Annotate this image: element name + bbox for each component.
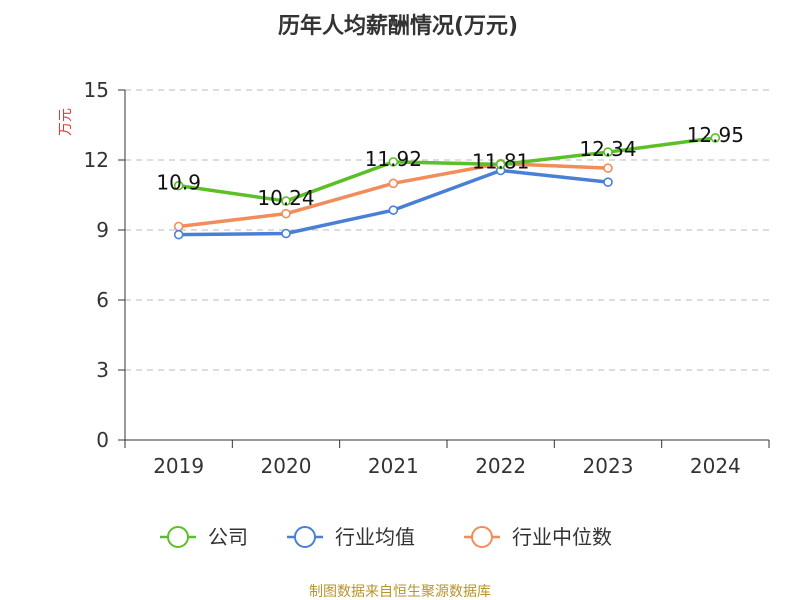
legend-marker — [471, 526, 493, 548]
y-tick-label: 3 — [96, 358, 109, 382]
chart-title: 历年人均薪酬情况(万元) — [278, 13, 518, 39]
y-tick-label: 12 — [84, 148, 109, 172]
x-tick-label: 2019 — [153, 454, 204, 478]
data-label: 11.81 — [472, 149, 529, 173]
legend-item[interactable]: 公司 — [160, 525, 248, 549]
x-tick-label: 2024 — [690, 454, 741, 478]
data-point — [281, 228, 291, 239]
data-point — [173, 221, 184, 232]
data-labels: 10.9 10.24 11.92 11.81 12.34 12.95 — [156, 123, 744, 210]
series-0 — [173, 133, 721, 206]
data-point — [173, 180, 184, 191]
series-lines — [173, 133, 721, 240]
data-point — [281, 208, 291, 219]
data-point — [173, 229, 184, 240]
y-tick-label: 9 — [96, 218, 109, 242]
x-tick-label: 2022 — [475, 454, 526, 478]
legend-item[interactable]: 行业均值 — [287, 525, 415, 549]
legend-label: 行业中位数 — [512, 525, 612, 549]
legend-item[interactable]: 行业中位数 — [464, 525, 612, 549]
data-point — [281, 196, 291, 206]
data-label: 12.34 — [579, 137, 636, 161]
legend-marker — [167, 526, 189, 548]
x-tick-label: 2023 — [583, 454, 634, 478]
data-point — [388, 157, 399, 167]
source-note: 制图数据来自恒生聚源数据库 — [309, 584, 491, 600]
legend-label: 公司 — [208, 525, 248, 549]
legend-label: 行业均值 — [335, 525, 415, 549]
y-tick-label: 0 — [96, 428, 109, 452]
data-point — [495, 159, 506, 170]
x-tick-label: 2021 — [368, 454, 419, 478]
series-line — [176, 136, 718, 203]
data-point — [388, 178, 399, 189]
data-point — [603, 147, 613, 157]
legend[interactable]: 公司 行业均值 行业中位数 — [160, 525, 612, 549]
x-tick-label: 2020 — [261, 454, 312, 478]
data-label: 12.95 — [687, 123, 744, 147]
data-label: 10.9 — [156, 171, 201, 195]
data-label: 10.24 — [257, 186, 314, 210]
axes: 0 3 6 9 12 15 2019 2020 2021 2022 2023 2024 — [84, 78, 770, 478]
data-point — [388, 205, 399, 215]
y-tick-label: 15 — [84, 78, 109, 102]
data-point — [603, 163, 613, 173]
data-point — [710, 133, 721, 143]
grid-lines — [125, 89, 769, 371]
y-tick-label: 6 — [96, 288, 109, 312]
data-point — [603, 177, 613, 187]
legend-marker — [294, 526, 316, 548]
series-1 — [173, 165, 613, 240]
data-label: 11.92 — [365, 147, 422, 171]
y-axis-label: 万元 — [58, 108, 74, 136]
